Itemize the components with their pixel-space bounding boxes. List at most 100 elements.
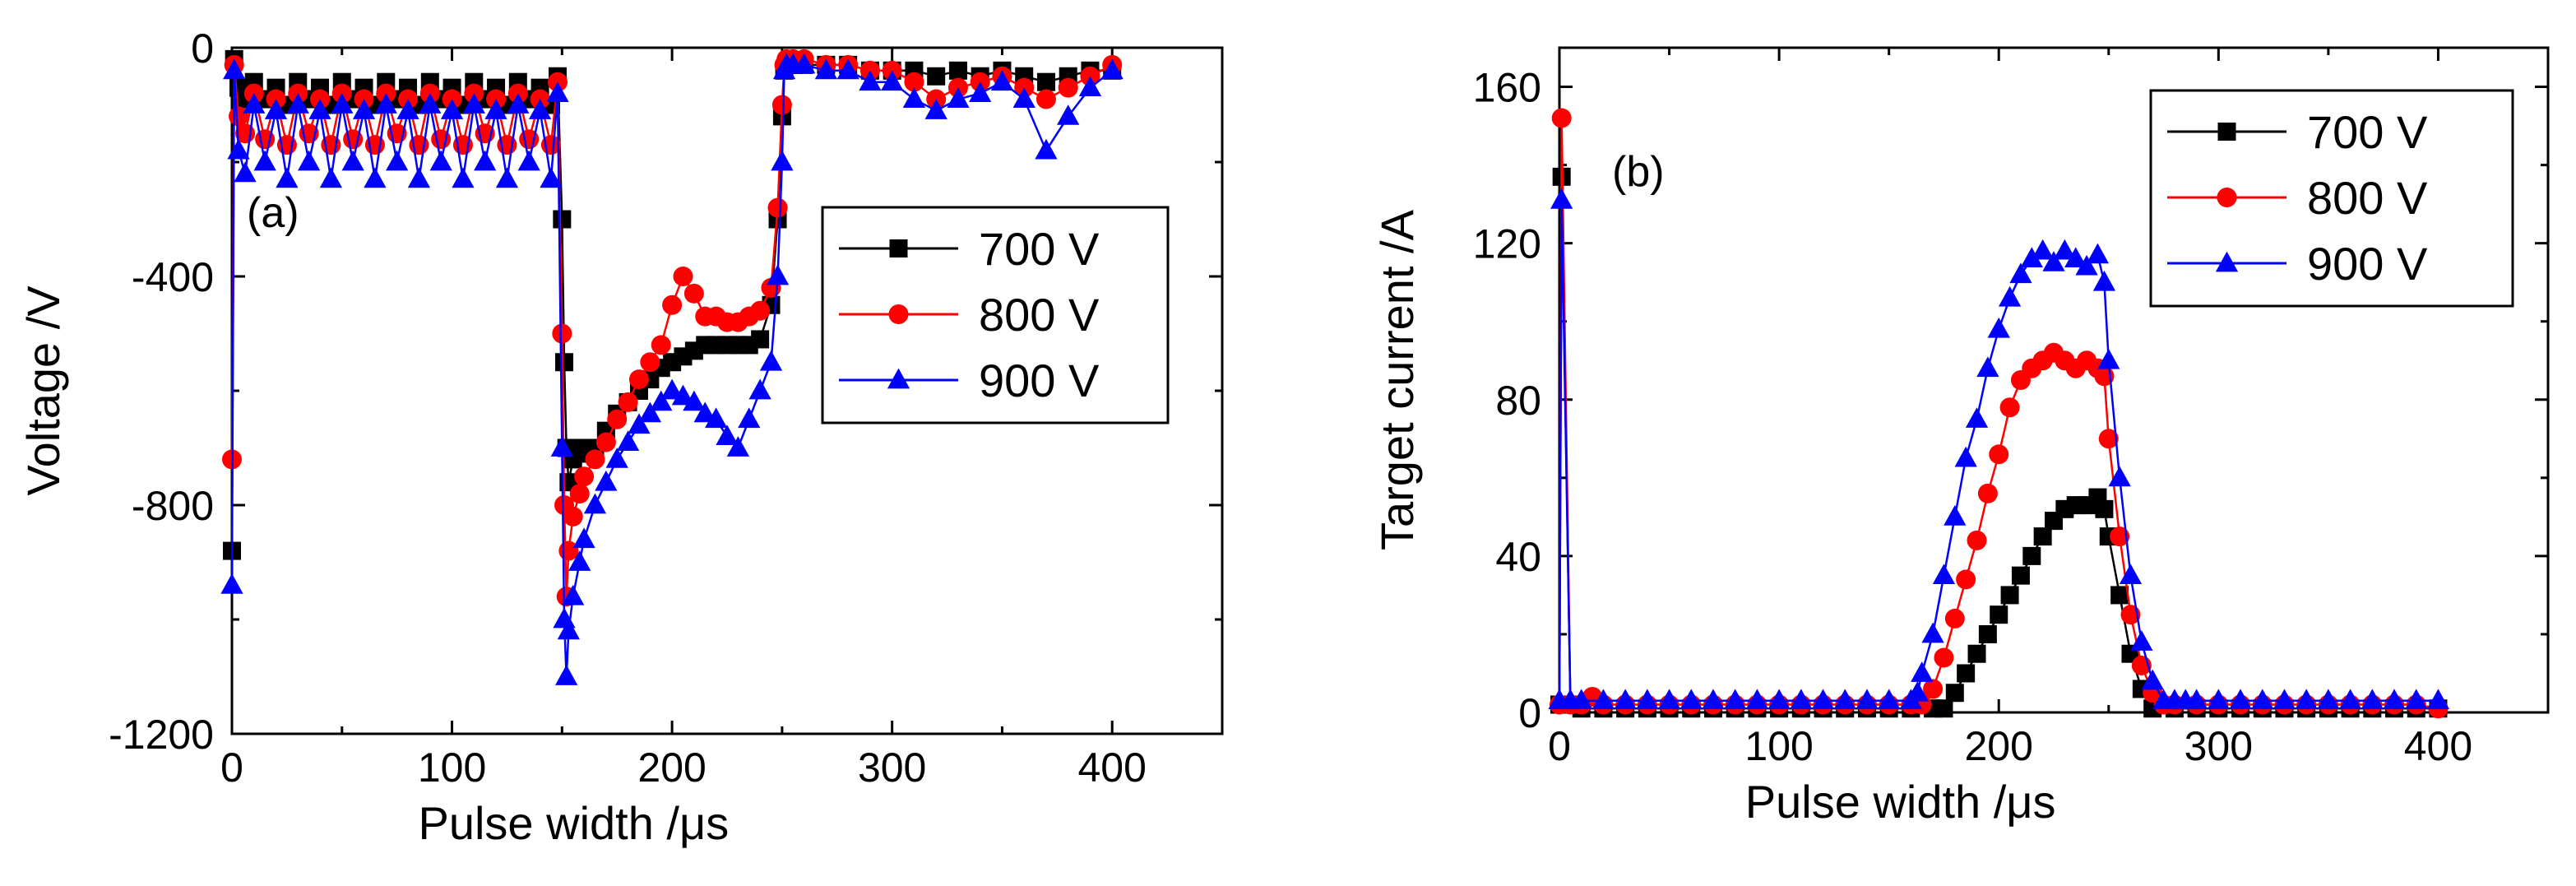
data-point bbox=[2033, 527, 2052, 546]
data-point bbox=[1956, 569, 1976, 590]
data-point bbox=[1702, 689, 1725, 710]
data-point bbox=[429, 150, 452, 171]
data-point bbox=[2130, 630, 2153, 651]
data-point bbox=[2086, 243, 2110, 264]
data-point bbox=[1989, 444, 2009, 465]
data-point bbox=[2108, 466, 2131, 487]
data-point bbox=[1987, 317, 2010, 338]
data-point bbox=[484, 99, 507, 119]
data-point bbox=[1833, 689, 1856, 710]
x-tick-label: 0 bbox=[220, 745, 243, 791]
y-tick-label: 160 bbox=[1473, 65, 1541, 111]
data-point bbox=[1921, 622, 1944, 643]
x-tick-label: 100 bbox=[1744, 723, 1813, 769]
data-point bbox=[569, 484, 590, 504]
data-point bbox=[1967, 644, 1986, 663]
data-point bbox=[583, 493, 607, 514]
data-point bbox=[1614, 689, 1637, 710]
x-tick-label: 300 bbox=[858, 745, 926, 791]
data-point bbox=[374, 93, 397, 114]
data-point bbox=[1957, 664, 1976, 683]
data-point bbox=[1934, 647, 1954, 668]
plot-area bbox=[1548, 108, 2450, 719]
data-point bbox=[638, 401, 661, 423]
data-point bbox=[1591, 689, 1615, 710]
data-point bbox=[2092, 270, 2116, 291]
panel-label: (b) bbox=[1612, 148, 1665, 196]
data-point bbox=[331, 93, 354, 114]
data-point bbox=[2361, 689, 2384, 710]
x-axis-title: Pulse width /μs bbox=[418, 797, 729, 849]
data-point bbox=[574, 466, 595, 487]
data-point bbox=[693, 401, 716, 423]
data-point bbox=[462, 93, 485, 114]
data-point bbox=[1923, 679, 1944, 699]
data-point bbox=[771, 150, 794, 171]
data-point bbox=[1878, 689, 1901, 710]
y-tick-label: 0 bbox=[1518, 690, 1541, 736]
legend-label: 800 V bbox=[979, 289, 1100, 341]
legend-label: 900 V bbox=[2307, 238, 2428, 290]
data-point bbox=[2185, 689, 2208, 710]
data-point bbox=[227, 138, 250, 160]
legend-marker bbox=[887, 368, 910, 389]
y-tick-label: 0 bbox=[191, 26, 214, 72]
y-tick-label: 120 bbox=[1473, 221, 1541, 267]
data-point bbox=[969, 81, 992, 102]
data-point bbox=[546, 81, 569, 102]
data-point bbox=[662, 295, 683, 315]
data-point bbox=[1945, 684, 1964, 703]
data-point bbox=[859, 70, 882, 91]
data-point bbox=[990, 70, 1014, 91]
data-point bbox=[568, 550, 591, 571]
data-point bbox=[2141, 669, 2164, 690]
data-point bbox=[1078, 76, 1102, 97]
x-tick-label: 200 bbox=[1965, 723, 2033, 769]
data-point bbox=[386, 150, 409, 171]
data-point bbox=[628, 369, 649, 390]
data-point bbox=[1944, 608, 1965, 629]
data-point bbox=[1035, 89, 1056, 109]
y-tick-label: 80 bbox=[1495, 378, 1541, 424]
data-point bbox=[748, 378, 771, 400]
data-point bbox=[2042, 251, 2065, 271]
data-point bbox=[563, 506, 583, 526]
data-point bbox=[1012, 87, 1035, 108]
data-point bbox=[947, 87, 970, 108]
data-point bbox=[1977, 483, 1998, 503]
data-point bbox=[738, 407, 761, 429]
data-point bbox=[552, 323, 572, 344]
chart-panel-b: 0 100 200 300 400 0 40 80 120 160 Pulse width /μs T… bbox=[1371, 46, 2550, 828]
data-point bbox=[1999, 397, 2020, 418]
data-point bbox=[2098, 429, 2119, 449]
data-point bbox=[836, 58, 859, 80]
data-point bbox=[585, 449, 605, 470]
data-point bbox=[286, 93, 309, 114]
data-point bbox=[924, 99, 947, 119]
data-point bbox=[671, 384, 695, 406]
data-point bbox=[927, 67, 946, 86]
panel-label: (a) bbox=[247, 189, 299, 237]
data-point bbox=[2273, 689, 2296, 710]
data-point bbox=[2229, 689, 2252, 710]
legend: 700 V 800 V 900 V bbox=[821, 206, 1170, 424]
data-point bbox=[2207, 689, 2230, 710]
data-point bbox=[2000, 586, 2019, 605]
y-tick-label: -400 bbox=[132, 254, 214, 300]
data-point bbox=[902, 87, 926, 108]
legend: 700 V 800 V 900 V bbox=[2149, 89, 2514, 308]
data-point bbox=[528, 99, 552, 119]
data-point bbox=[2119, 564, 2143, 585]
data-point bbox=[243, 93, 266, 114]
data-point bbox=[540, 167, 563, 188]
data-point bbox=[1636, 689, 1659, 710]
chart-panel-a: 0 100 200 300 400 0 -400 -800 -1200 Pulse width /… bbox=[17, 26, 1224, 849]
data-point bbox=[616, 430, 640, 451]
data-point bbox=[298, 150, 321, 171]
data-point bbox=[2383, 689, 2406, 710]
data-point bbox=[1570, 689, 1593, 710]
x-axis-title: Pulse width /μs bbox=[1745, 776, 2056, 828]
data-point bbox=[276, 167, 299, 188]
data-point bbox=[595, 432, 616, 452]
series-900v bbox=[1548, 188, 2450, 710]
